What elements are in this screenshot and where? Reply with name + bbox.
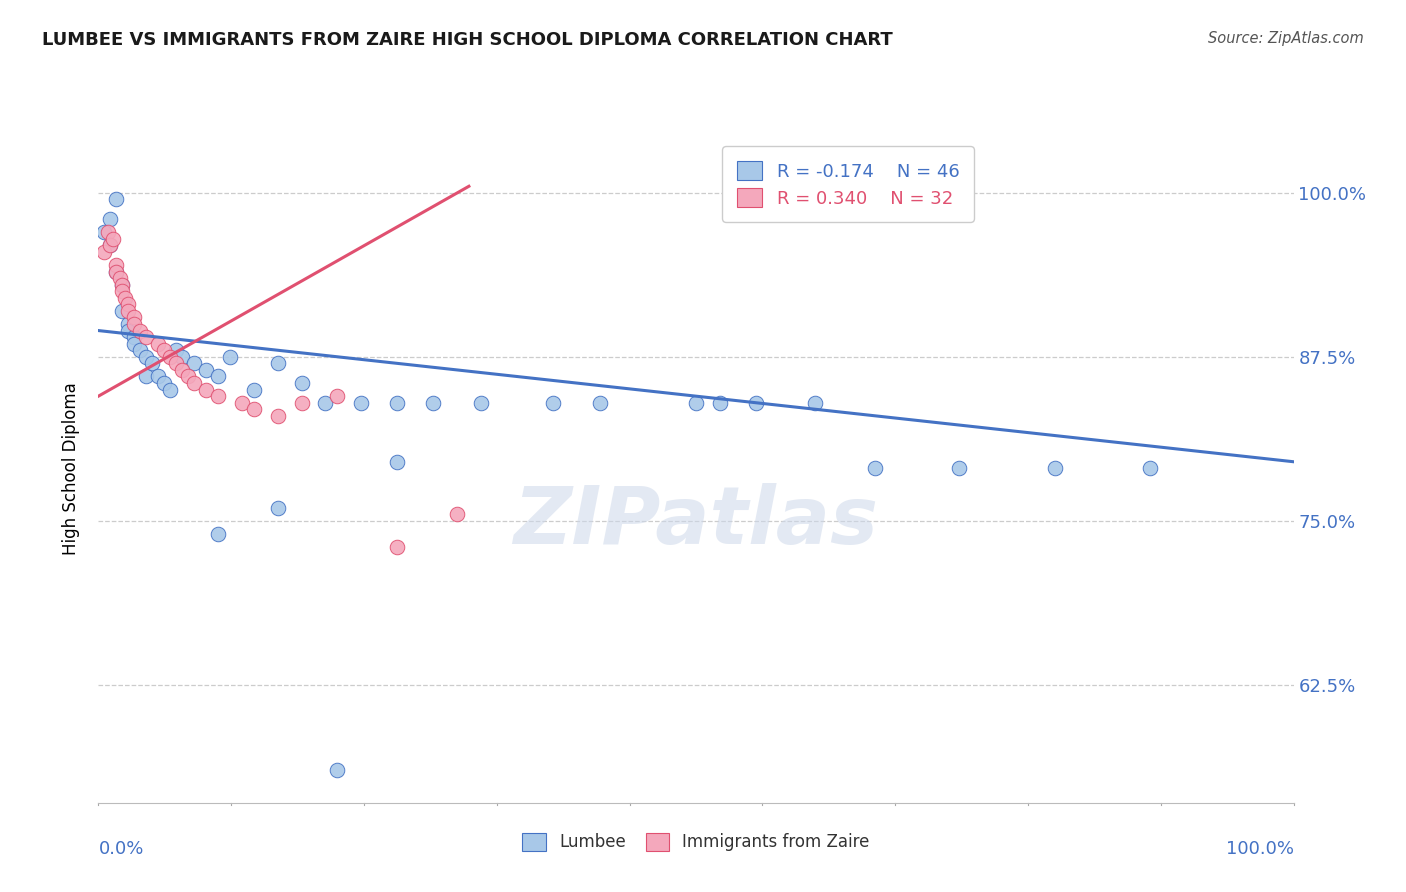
- Point: [385, 540, 409, 554]
- Point: [385, 455, 409, 469]
- Legend: Lumbee, Immigrants from Zaire: Lumbee, Immigrants from Zaire: [516, 826, 876, 858]
- Point: [267, 356, 290, 370]
- Point: [804, 395, 827, 409]
- Point: [129, 343, 152, 358]
- Point: [315, 395, 337, 409]
- Point: [291, 376, 314, 390]
- Point: [194, 363, 218, 377]
- Point: [243, 383, 266, 397]
- Point: [105, 264, 128, 278]
- Point: [194, 383, 218, 397]
- Point: [685, 395, 707, 409]
- Point: [111, 277, 134, 292]
- Point: [135, 350, 157, 364]
- Point: [326, 763, 349, 777]
- Point: [243, 402, 266, 417]
- Text: 100.0%: 100.0%: [1226, 839, 1294, 857]
- Point: [159, 350, 181, 364]
- Point: [350, 395, 373, 409]
- Point: [177, 369, 200, 384]
- Point: [98, 212, 122, 227]
- Point: [124, 310, 146, 325]
- Point: [219, 350, 242, 364]
- Text: ZIPatlas: ZIPatlas: [513, 483, 879, 561]
- Point: [1043, 461, 1066, 475]
- Point: [267, 409, 290, 423]
- Point: [165, 356, 187, 370]
- Point: [709, 395, 731, 409]
- Point: [745, 395, 768, 409]
- Text: Source: ZipAtlas.com: Source: ZipAtlas.com: [1208, 31, 1364, 46]
- Point: [172, 363, 194, 377]
- Point: [98, 238, 122, 252]
- Point: [172, 350, 194, 364]
- Point: [183, 376, 205, 390]
- Point: [135, 369, 157, 384]
- Point: [111, 284, 134, 298]
- Point: [470, 395, 492, 409]
- Point: [863, 461, 887, 475]
- Point: [129, 324, 152, 338]
- Point: [446, 507, 468, 521]
- Point: [98, 238, 122, 252]
- Point: [117, 324, 139, 338]
- Point: [291, 395, 314, 409]
- Point: [948, 461, 970, 475]
- Point: [589, 395, 612, 409]
- Point: [267, 500, 290, 515]
- Point: [385, 395, 409, 409]
- Point: [141, 356, 163, 370]
- Point: [124, 330, 146, 344]
- Point: [183, 356, 205, 370]
- Point: [153, 343, 176, 358]
- Point: [124, 336, 146, 351]
- Point: [207, 369, 229, 384]
- Point: [165, 343, 187, 358]
- Point: [207, 389, 229, 403]
- Point: [541, 395, 564, 409]
- Point: [422, 395, 444, 409]
- Point: [93, 244, 115, 259]
- Point: [117, 297, 139, 311]
- Point: [111, 277, 134, 292]
- Text: 0.0%: 0.0%: [98, 839, 143, 857]
- Point: [135, 330, 157, 344]
- Point: [93, 225, 115, 239]
- Point: [207, 527, 229, 541]
- Point: [148, 336, 170, 351]
- Point: [101, 232, 124, 246]
- Point: [108, 271, 131, 285]
- Point: [1139, 461, 1161, 475]
- Point: [97, 225, 120, 239]
- Point: [105, 193, 128, 207]
- Point: [153, 376, 176, 390]
- Point: [117, 317, 139, 331]
- Point: [326, 389, 349, 403]
- Point: [148, 369, 170, 384]
- Point: [105, 264, 128, 278]
- Point: [111, 304, 134, 318]
- Point: [105, 258, 128, 272]
- Point: [231, 395, 253, 409]
- Point: [124, 317, 146, 331]
- Text: LUMBEE VS IMMIGRANTS FROM ZAIRE HIGH SCHOOL DIPLOMA CORRELATION CHART: LUMBEE VS IMMIGRANTS FROM ZAIRE HIGH SCH…: [42, 31, 893, 49]
- Y-axis label: High School Diploma: High School Diploma: [62, 382, 80, 555]
- Point: [114, 291, 136, 305]
- Point: [117, 304, 139, 318]
- Point: [159, 383, 181, 397]
